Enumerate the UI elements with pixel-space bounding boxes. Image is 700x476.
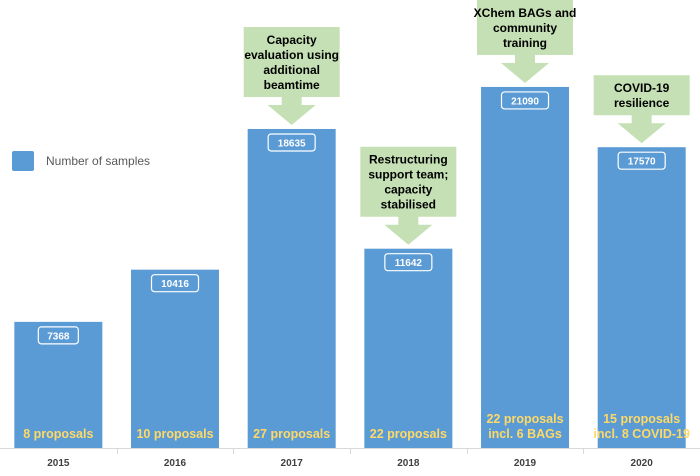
callout-text: COVID-19 — [614, 81, 670, 95]
callout-text: stabilised — [381, 198, 436, 212]
callout-text: XChem BAGs and — [474, 6, 577, 20]
x-tick-label: 2019 — [514, 458, 537, 469]
value-label-box — [500, 91, 550, 110]
x-tick-label: 2017 — [281, 458, 304, 469]
callout-text: Capacity — [267, 33, 317, 47]
data-label: 17570 — [628, 157, 656, 168]
value-label-box — [267, 133, 316, 152]
legend: Number of samples — [12, 151, 150, 171]
data-label: 10416 — [161, 279, 189, 290]
callout-text: evaluation using — [244, 48, 339, 62]
bar-note: incl. 6 BAGs — [488, 427, 562, 441]
bar-2019 — [481, 86, 570, 448]
callout-text: capacity — [384, 183, 432, 197]
bar-2020 — [597, 147, 686, 448]
callout-text: support team; — [368, 168, 448, 182]
bar-2017 — [247, 128, 336, 448]
callout-text: resilience — [614, 96, 670, 110]
data-label: 18635 — [278, 138, 306, 149]
x-tick-label: 2015 — [47, 458, 70, 469]
bar-note: 10 proposals — [136, 427, 213, 441]
callout-arrow — [360, 146, 457, 245]
x-tick-label: 2018 — [397, 458, 420, 469]
data-label: 11642 — [395, 258, 423, 269]
bar-note: 27 proposals — [253, 427, 330, 441]
value-label-box — [150, 274, 200, 293]
x-tick-label: 2016 — [164, 458, 187, 469]
callout-text: training — [503, 36, 547, 50]
callout-arrow — [477, 0, 574, 83]
callout-text: additional — [263, 63, 320, 77]
legend-label: Number of samples — [46, 154, 151, 168]
bar-note: 22 proposals — [370, 427, 447, 441]
bar-note: incl. 8 COVID-19 — [593, 427, 690, 441]
data-label: 7368 — [47, 331, 70, 342]
bar-2018 — [364, 248, 453, 448]
callout-text: beamtime — [264, 78, 320, 92]
bar-note: 15 proposals — [603, 412, 680, 426]
callout-arrow — [243, 26, 340, 125]
data-label: 21090 — [511, 96, 539, 107]
bar-note: 8 proposals — [23, 427, 93, 441]
bar-2016 — [131, 269, 220, 448]
bar-note: 22 proposals — [486, 412, 563, 426]
value-label-box — [617, 151, 666, 170]
value-label-box — [384, 253, 433, 272]
value-label-box — [37, 326, 79, 345]
legend-swatch — [12, 151, 34, 171]
callout-text: community — [493, 21, 557, 35]
x-tick-label: 2020 — [631, 458, 654, 469]
callout-arrow — [593, 75, 690, 144]
callout-text: Restructuring — [369, 153, 448, 167]
